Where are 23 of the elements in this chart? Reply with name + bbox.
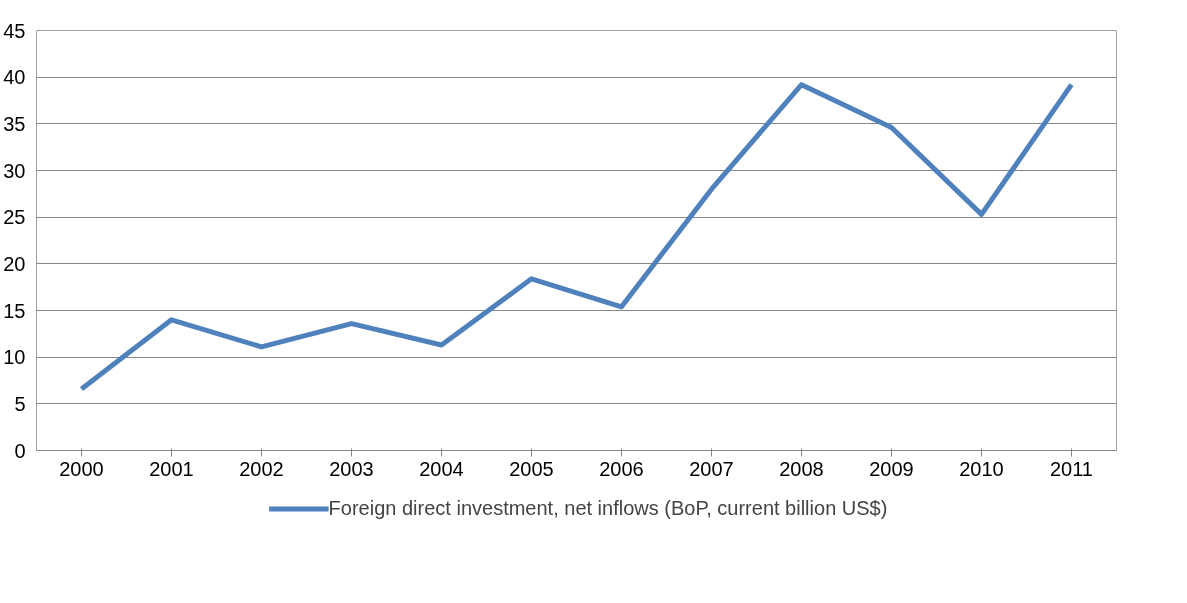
x-tick-label: 2007 (689, 457, 734, 480)
x-tick-label: 2008 (779, 457, 824, 480)
y-tick-label: 10 (3, 346, 26, 369)
x-tick-label: 2010 (959, 457, 1004, 480)
y-tick-label: 35 (3, 112, 26, 135)
y-tick-label: 30 (3, 159, 26, 182)
y-tick-label: 5 (14, 392, 26, 415)
x-tick-label: 2000 (59, 457, 104, 480)
y-tick-label: 25 (3, 206, 26, 229)
x-tick-label: 2005 (509, 457, 554, 480)
x-tick-label: 2002 (239, 457, 284, 480)
x-tick-label: 2006 (599, 457, 644, 480)
y-tick-label: 0 (14, 439, 26, 462)
x-tick-label: 2003 (329, 457, 374, 480)
x-tick-label: 2011 (1050, 457, 1094, 480)
x-tick-label: 2001 (149, 457, 194, 480)
x-tick-label: 2004 (419, 457, 464, 480)
y-tick-label: 15 (3, 299, 26, 322)
y-tick-label: 20 (3, 252, 26, 275)
x-tick-label: 2009 (869, 457, 914, 480)
y-tick-label: 45 (3, 19, 26, 42)
y-tick-label: 40 (3, 66, 26, 89)
legend-label: Foreign direct investment, net inflows (BoP, current billion US$) (328, 496, 888, 520)
